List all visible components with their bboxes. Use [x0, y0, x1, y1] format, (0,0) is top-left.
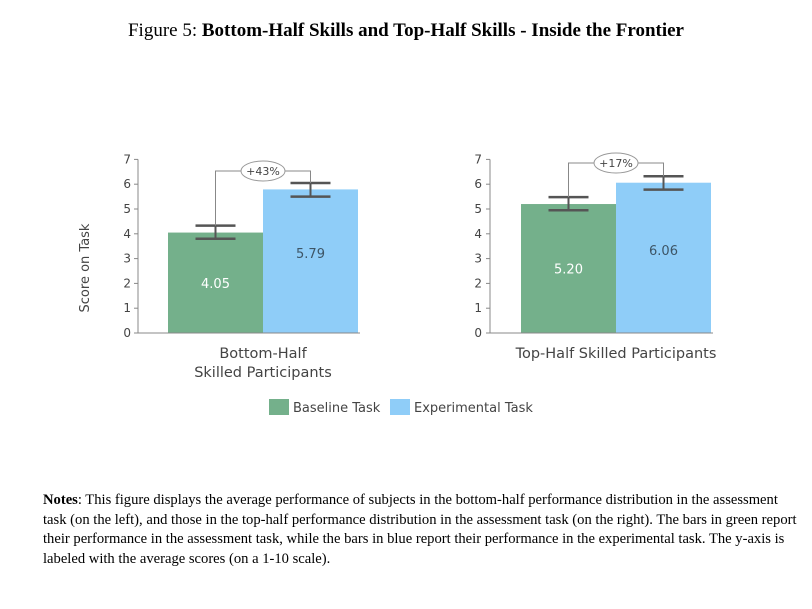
- y-tick-label: 2: [474, 276, 482, 290]
- annotation-label: +17%: [599, 157, 633, 170]
- y-tick-label: 4: [123, 227, 131, 241]
- y-tick-label: 6: [474, 177, 482, 191]
- y-tick-label: 0: [123, 326, 131, 340]
- bar: [616, 182, 711, 333]
- y-tick-label: 7: [474, 152, 482, 166]
- y-tick-label: 3: [474, 252, 482, 266]
- figure-title-prefix: Figure 5:: [127, 20, 198, 41]
- comparison-bracket: [568, 162, 664, 198]
- y-axis-label: Score on Task: [78, 223, 93, 312]
- y-tick-label: 0: [474, 326, 482, 340]
- y-tick-label: 1: [474, 301, 482, 315]
- annotation-label: +43%: [246, 165, 280, 178]
- legend-label: Experimental Task: [414, 401, 533, 416]
- legend-swatch: [390, 399, 410, 415]
- bar-value-label: 6.06: [649, 244, 678, 259]
- bar-value-label: 5.20: [554, 263, 583, 278]
- y-tick-label: 3: [123, 252, 131, 266]
- category-label: Skilled Participants: [194, 365, 332, 381]
- y-tick-label: 2: [123, 276, 131, 290]
- bar: [521, 204, 616, 333]
- category-label: Top-Half Skilled Participants: [515, 346, 717, 362]
- comparison-bracket: [215, 170, 311, 226]
- y-tick-label: 7: [123, 152, 131, 166]
- bar-value-label: 4.05: [201, 277, 230, 292]
- figure-title-main: Bottom-Half Skills and Top-Half Skills -…: [201, 20, 684, 41]
- figure-title: Figure 5: Bottom-Half Skills and Top-Hal…: [0, 20, 812, 42]
- bar-value-label: 5.79: [296, 247, 325, 262]
- category-label: Bottom-Half: [219, 346, 307, 362]
- y-tick-label: 6: [123, 177, 131, 191]
- notes-label: Notes: [43, 492, 78, 508]
- bar: [263, 189, 358, 333]
- y-tick-label: 5: [123, 202, 131, 216]
- figure-notes: Notes: This figure displays the average …: [43, 491, 803, 569]
- legend-label: Baseline Task: [293, 401, 381, 416]
- y-tick-label: 1: [123, 301, 131, 315]
- y-tick-label: 4: [474, 227, 482, 241]
- annotation-oval: [593, 152, 639, 174]
- legend-swatch: [269, 399, 289, 415]
- annotation-oval: [240, 160, 286, 182]
- bar: [168, 232, 263, 333]
- y-tick-label: 5: [474, 202, 482, 216]
- notes-text: : This figure displays the average perfo…: [43, 492, 797, 567]
